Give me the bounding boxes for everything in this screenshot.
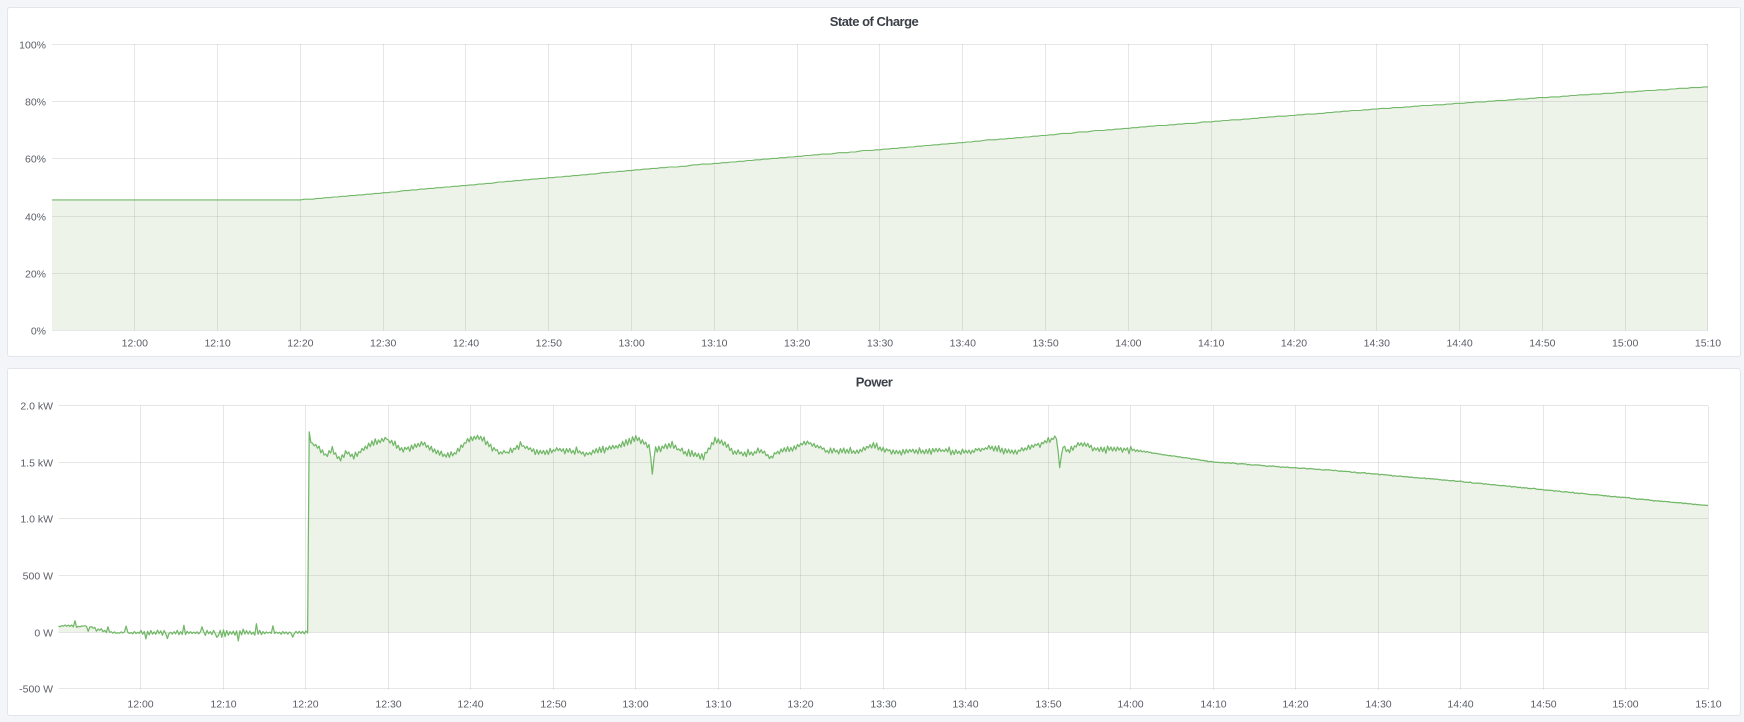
- svg-text:12:50: 12:50: [540, 699, 566, 711]
- svg-text:13:00: 13:00: [622, 699, 648, 711]
- svg-text:13:30: 13:30: [870, 699, 896, 711]
- svg-text:80%: 80%: [25, 97, 46, 109]
- svg-text:12:30: 12:30: [370, 338, 396, 350]
- svg-text:14:50: 14:50: [1530, 699, 1556, 711]
- svg-text:13:20: 13:20: [784, 338, 810, 350]
- svg-text:14:40: 14:40: [1446, 338, 1472, 350]
- svg-text:12:40: 12:40: [453, 338, 479, 350]
- svg-text:1.5 kW: 1.5 kW: [20, 458, 53, 470]
- svg-text:14:00: 14:00: [1117, 699, 1143, 711]
- svg-text:13:40: 13:40: [950, 338, 976, 350]
- svg-text:14:10: 14:10: [1200, 699, 1226, 711]
- svg-text:14:50: 14:50: [1529, 338, 1555, 350]
- svg-text:13:50: 13:50: [1035, 699, 1061, 711]
- svg-text:13:20: 13:20: [787, 699, 813, 711]
- svg-text:13:10: 13:10: [705, 699, 731, 711]
- svg-text:15:10: 15:10: [1695, 338, 1721, 350]
- svg-text:15:00: 15:00: [1612, 699, 1638, 711]
- svg-text:100%: 100%: [19, 40, 46, 52]
- svg-text:0%: 0%: [31, 326, 46, 338]
- svg-text:12:20: 12:20: [287, 338, 313, 350]
- svg-text:2.0 kW: 2.0 kW: [20, 401, 53, 413]
- svg-text:14:10: 14:10: [1198, 338, 1224, 350]
- svg-text:40%: 40%: [25, 212, 46, 224]
- svg-text:60%: 60%: [25, 154, 46, 166]
- svg-text:14:30: 14:30: [1365, 699, 1391, 711]
- svg-text:15:10: 15:10: [1695, 699, 1721, 711]
- svg-text:500 W: 500 W: [23, 571, 53, 583]
- svg-text:13:30: 13:30: [867, 338, 893, 350]
- svg-text:12:50: 12:50: [536, 338, 562, 350]
- svg-text:-500 W: -500 W: [19, 684, 53, 696]
- svg-text:0 W: 0 W: [34, 628, 53, 640]
- svg-text:12:30: 12:30: [375, 699, 401, 711]
- svg-text:State of Charge: State of Charge: [830, 14, 919, 29]
- svg-text:12:00: 12:00: [122, 338, 148, 350]
- svg-text:14:20: 14:20: [1282, 699, 1308, 711]
- svg-text:14:30: 14:30: [1364, 338, 1390, 350]
- svg-text:12:00: 12:00: [127, 699, 153, 711]
- svg-text:12:10: 12:10: [204, 338, 230, 350]
- svg-text:13:50: 13:50: [1032, 338, 1058, 350]
- svg-text:12:40: 12:40: [457, 699, 483, 711]
- svg-text:1.0 kW: 1.0 kW: [20, 514, 53, 526]
- svg-text:14:40: 14:40: [1447, 699, 1473, 711]
- svg-text:13:00: 13:00: [618, 338, 644, 350]
- svg-text:12:20: 12:20: [292, 699, 318, 711]
- svg-text:13:10: 13:10: [701, 338, 727, 350]
- svg-text:Power: Power: [856, 375, 893, 390]
- svg-text:20%: 20%: [25, 269, 46, 281]
- svg-text:12:10: 12:10: [210, 699, 236, 711]
- svg-text:15:00: 15:00: [1612, 338, 1638, 350]
- svg-text:14:00: 14:00: [1115, 338, 1141, 350]
- svg-text:13:40: 13:40: [952, 699, 978, 711]
- svg-text:14:20: 14:20: [1281, 338, 1307, 350]
